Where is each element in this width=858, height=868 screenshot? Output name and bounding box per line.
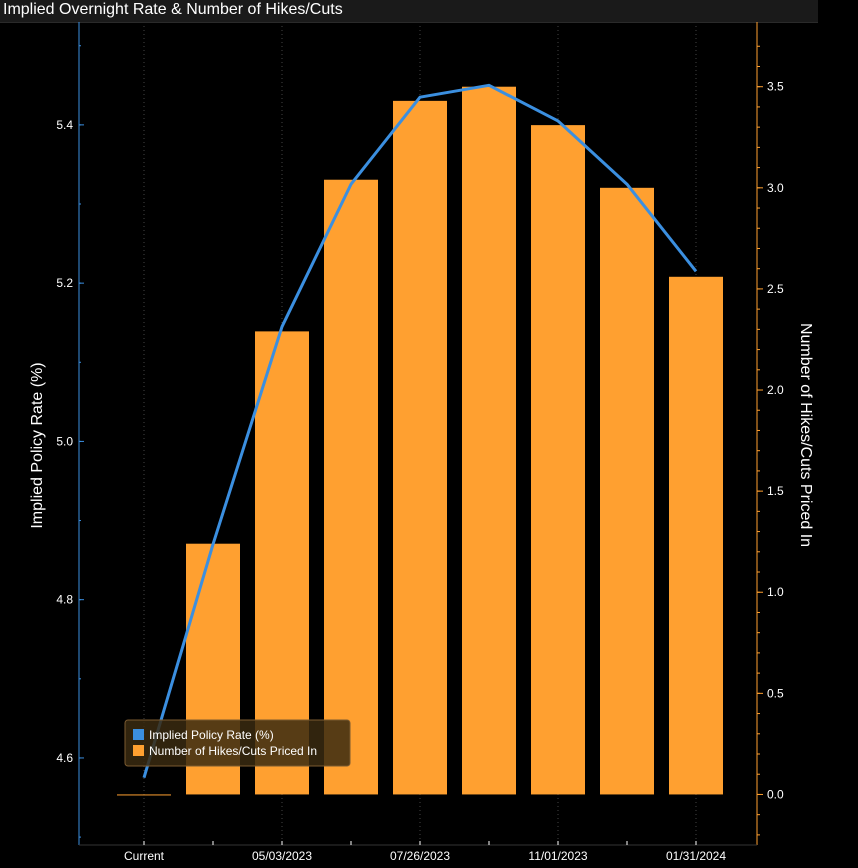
right-axis-tick-label: 2.0: [767, 383, 784, 397]
bar: [669, 276, 723, 795]
rate-line: [142, 83, 698, 779]
right-axis-tick-label: 1.5: [767, 484, 784, 498]
left-axis-tick-label: 5.2: [56, 276, 73, 290]
x-axis-tick-label: 07/26/2023: [390, 849, 450, 863]
x-axis-tick-label: 05/03/2023: [252, 849, 312, 863]
right-axis-tick-label: 0.5: [767, 686, 784, 700]
legend-box: [124, 719, 351, 767]
legend-swatch-hikes: [133, 745, 144, 756]
right-axis-tick-label: 3.5: [767, 80, 784, 94]
left-axis-tick-label: 5.0: [56, 434, 73, 448]
left-axis-title: Implied Policy Rate (%): [29, 362, 46, 528]
x-axis-tick-label: Current: [124, 849, 165, 863]
right-axis-tick-label: 0.0: [767, 787, 784, 801]
chart-title: Implied Overnight Rate & Number of Hikes…: [3, 1, 343, 18]
right-axis-tick-label: 3.0: [767, 181, 784, 195]
bar: [393, 100, 447, 795]
bar: [531, 125, 585, 795]
right-axis-title: Number of Hikes/Cuts Priced In: [797, 323, 814, 547]
legend-label-hikes: Number of Hikes/Cuts Priced In: [149, 744, 317, 758]
left-axis-tick-label: 5.4: [56, 118, 73, 132]
x-axis-tick-label: 01/31/2024: [666, 849, 726, 863]
bar: [600, 187, 654, 795]
right-axis-tick-label: 2.5: [767, 282, 784, 296]
chart-title-bar: Implied Overnight Rate & Number of Hikes…: [0, 0, 818, 23]
right-axis-tick-label: 1.0: [767, 585, 784, 599]
x-axis-tick-label: 11/01/2023: [528, 849, 587, 863]
bar: [462, 86, 516, 795]
left-axis-tick-label: 4.8: [56, 593, 73, 607]
left-axis-tick-label: 4.6: [56, 751, 73, 765]
bar: [117, 794, 171, 796]
bar: [324, 179, 378, 795]
legend-swatch-rate: [133, 729, 144, 740]
bar: [255, 331, 309, 795]
legend-label-rate: Implied Policy Rate (%): [149, 728, 274, 742]
